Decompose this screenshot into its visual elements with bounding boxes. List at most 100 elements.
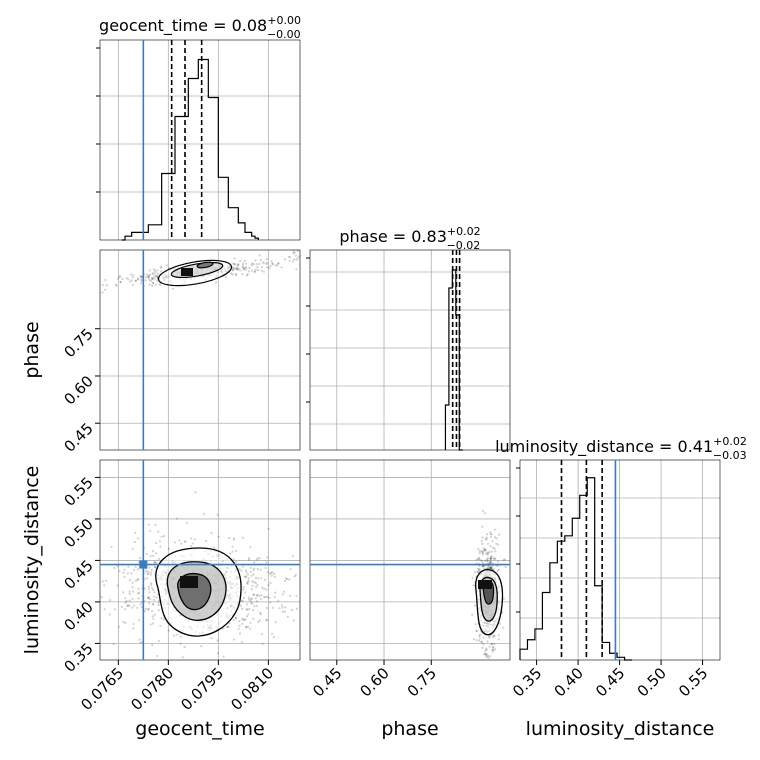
sample-point: [247, 596, 250, 599]
density-peak: [181, 268, 193, 276]
sample-point: [292, 619, 295, 622]
sample-point: [491, 646, 494, 649]
sample-point: [146, 570, 149, 573]
sample-point: [478, 634, 481, 638]
sample-point: [146, 275, 150, 278]
sample-point: [486, 553, 489, 556]
sample-point: [104, 579, 108, 582]
sample-point: [124, 608, 127, 611]
sample-point: [227, 625, 230, 628]
sample-point: [156, 269, 159, 272]
sample-point: [488, 635, 491, 638]
sample-point: [269, 601, 272, 604]
sample-point: [147, 572, 150, 575]
sample-point: [130, 279, 133, 282]
sample-point: [255, 600, 259, 603]
sample-point: [250, 601, 253, 605]
sample-point: [280, 266, 283, 269]
sample-point: [193, 538, 196, 541]
sample-point: [128, 590, 131, 593]
sample-point: [265, 607, 268, 610]
sample-point: [251, 584, 254, 587]
sample-point: [119, 280, 122, 284]
sample-point: [114, 608, 117, 611]
sample-point: [490, 567, 493, 570]
sample-point: [252, 263, 255, 266]
sample-point: [148, 602, 151, 605]
sample-point: [490, 555, 493, 558]
sample-point: [147, 588, 150, 591]
sample-point: [259, 258, 263, 262]
sample-point: [241, 599, 244, 603]
sample-point: [498, 533, 501, 536]
sample-point: [144, 607, 147, 611]
sample-point: [484, 537, 487, 541]
sample-point: [153, 274, 156, 277]
sample-point: [248, 266, 251, 269]
sample-point: [246, 582, 249, 586]
sample-point: [171, 287, 175, 290]
sample-point: [485, 536, 488, 539]
sample-point: [486, 567, 489, 570]
sample-point: [235, 549, 238, 553]
sample-point: [286, 615, 289, 619]
sample-point: [125, 277, 128, 280]
sample-point: [231, 273, 234, 276]
sample-point: [258, 619, 261, 622]
sample-point: [247, 270, 251, 273]
sample-point: [487, 656, 490, 659]
sample-point: [96, 585, 98, 587]
sample-point: [253, 270, 256, 273]
sample-point: [250, 264, 253, 267]
sample-point: [92, 283, 94, 285]
sample-point: [158, 540, 162, 543]
sample-point: [129, 273, 133, 276]
sample-point: [151, 281, 154, 284]
sample-point: [147, 597, 150, 600]
sample-point: [304, 261, 306, 263]
sample-point: [152, 268, 155, 271]
histogram-luminosity-distance: [519, 477, 633, 661]
sample-point: [237, 627, 240, 631]
ylabel-phase: phase: [21, 321, 43, 378]
sample-point: [493, 648, 497, 651]
sample-point: [110, 545, 113, 549]
sample-point: [313, 592, 315, 594]
sample-point: [242, 268, 245, 271]
x-tick-label: 0.0795: [177, 664, 227, 714]
sample-point: [128, 604, 131, 608]
sample-point: [289, 256, 292, 259]
sample-point: [305, 593, 307, 595]
sample-point: [80, 285, 82, 287]
sample-point: [140, 274, 143, 278]
sample-point: [152, 282, 155, 285]
frame-2d-phase-luminosity: [309, 459, 511, 661]
sample-point: [151, 277, 154, 280]
sample-point: [128, 592, 131, 595]
sample-point: [484, 559, 487, 562]
sample-point: [282, 590, 286, 593]
sample-point: [494, 550, 497, 553]
sample-point: [97, 291, 99, 293]
sample-point: [478, 549, 481, 552]
panel-2d-geocent-luminosity: [96, 459, 315, 661]
sample-point: [253, 581, 256, 584]
sample-point: [253, 270, 256, 273]
sample-point: [485, 533, 489, 536]
sample-point: [148, 591, 151, 594]
sample-point: [132, 627, 135, 630]
sample-point: [258, 594, 261, 598]
sample-point: [498, 622, 502, 625]
sample-point: [280, 604, 283, 607]
sample-point: [234, 617, 237, 620]
sample-point: [292, 250, 295, 253]
sample-point: [246, 603, 249, 606]
x-tick-label: 0.45: [592, 664, 628, 700]
sample-point: [271, 606, 274, 609]
sample-point: [128, 578, 131, 582]
sample-point: [291, 555, 294, 558]
sample-point: [149, 279, 152, 282]
sample-point: [264, 578, 267, 582]
sample-point: [154, 277, 157, 280]
sample-point: [251, 269, 254, 272]
